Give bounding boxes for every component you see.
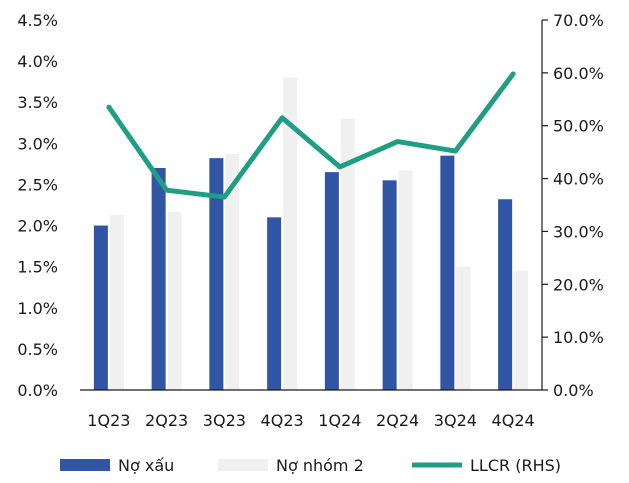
bar-no-xau: [267, 217, 282, 390]
legend-swatch: [60, 459, 110, 471]
legend-label: Nợ xấu: [118, 456, 174, 475]
bars-group: [93, 77, 529, 391]
right-tick-label: 50.0%: [553, 117, 604, 136]
bar-no-xau: [151, 168, 166, 390]
x-tick-label: 4Q23: [261, 411, 304, 430]
right-tick-label: 20.0%: [553, 275, 604, 294]
bar-no-nhom-2: [167, 211, 182, 390]
x-tick-label: 4Q24: [492, 411, 535, 430]
legend-swatch: [218, 459, 268, 471]
left-axis-ticks: 0.0% 0.5% 1.0% 1.5% 2.0% 2.5% 3.0% 3.5% 4.0% 4.5%: [17, 11, 58, 400]
bar-no-nhom-2: [514, 270, 529, 390]
x-tick-label: 3Q24: [434, 411, 477, 430]
right-tick-label: 10.0%: [553, 328, 604, 347]
left-tick-label: 0.0%: [17, 381, 58, 400]
bar-no-nhom-2: [398, 170, 413, 390]
x-tick-label: 3Q23: [203, 411, 246, 430]
line-group: [106, 71, 516, 200]
legend-label: Nợ nhóm 2: [276, 456, 364, 475]
right-axis-ticks: 0.0% 10.0% 20.0% 30.0% 40.0% 50.0% 60.0% 70.0%: [542, 11, 604, 400]
x-tick-label: 1Q24: [318, 411, 361, 430]
right-tick-label: 40.0%: [553, 170, 604, 189]
right-tick-label: 70.0%: [553, 11, 604, 30]
bar-no-nhom-2: [109, 214, 124, 390]
bar-no-xau: [209, 158, 224, 390]
left-tick-label: 1.5%: [17, 258, 58, 277]
x-tick-label: 2Q23: [145, 411, 188, 430]
left-tick-label: 2.0%: [17, 217, 58, 236]
left-tick-label: 4.0%: [17, 52, 58, 71]
left-tick-label: 2.5%: [17, 175, 58, 194]
left-tick-label: 1.0%: [17, 299, 58, 318]
bar-no-xau: [324, 172, 339, 390]
left-tick-label: 0.5%: [17, 340, 58, 359]
bar-no-nhom-2: [340, 118, 355, 391]
left-tick-label: 3.5%: [17, 93, 58, 112]
legend-label: LLCR (RHS): [470, 456, 561, 475]
bar-no-xau: [498, 199, 513, 390]
bar-no-nhom-2: [283, 77, 298, 391]
llcr-line: [106, 71, 516, 200]
legend: Nợ xấu Nợ nhóm 2 LLCR (RHS): [60, 456, 561, 475]
right-tick-label: 0.0%: [553, 381, 594, 400]
left-tick-label: 3.0%: [17, 134, 58, 153]
axes-group: [80, 20, 543, 391]
bar-no-nhom-2: [456, 266, 471, 390]
bar-no-xau: [440, 155, 455, 390]
right-tick-label: 60.0%: [553, 64, 604, 83]
bar-no-xau: [382, 180, 397, 390]
x-axis-labels: 1Q23 2Q23 3Q23 4Q23 1Q24 2Q24 3Q24 4Q24: [87, 411, 534, 430]
left-tick-label: 4.5%: [17, 11, 58, 30]
x-tick-label: 1Q23: [87, 411, 130, 430]
x-tick-label: 2Q24: [376, 411, 419, 430]
bar-no-xau: [93, 225, 108, 390]
bar-no-nhom-2: [225, 154, 240, 390]
right-tick-label: 30.0%: [553, 222, 604, 241]
